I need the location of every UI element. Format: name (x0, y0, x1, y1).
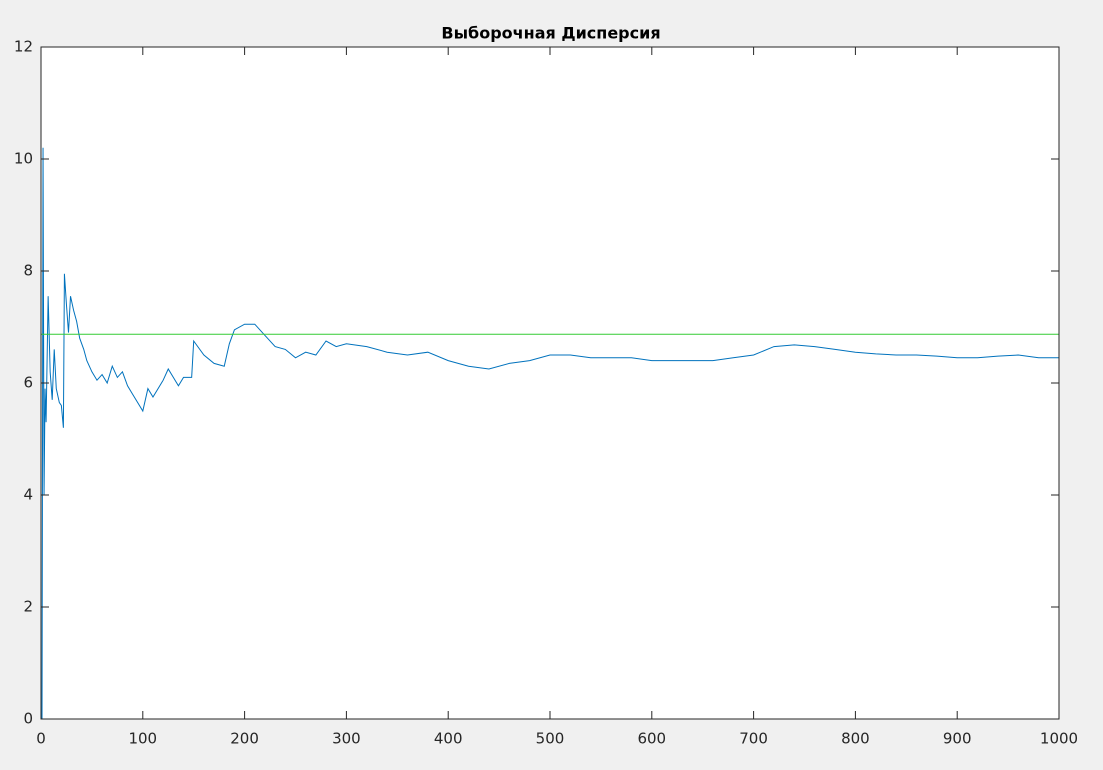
plot-area (41, 47, 1059, 719)
x-tick-label: 600 (637, 730, 666, 748)
x-tick-label: 500 (536, 730, 565, 748)
x-tick-label: 300 (332, 730, 361, 748)
x-tick-label: 200 (230, 730, 259, 748)
y-tick-label: 12 (14, 38, 33, 56)
x-tick-label: 100 (128, 730, 157, 748)
y-tick-label: 0 (23, 710, 33, 728)
x-tick-label: 800 (841, 730, 870, 748)
y-tick-label: 8 (23, 262, 33, 280)
x-tick-label: 900 (943, 730, 972, 748)
y-tick-label: 6 (23, 374, 33, 392)
x-tick-label: 700 (739, 730, 768, 748)
x-tick-label: 1000 (1040, 730, 1078, 748)
chart-title: Выборочная Дисперсия (441, 24, 660, 43)
y-tick-label: 2 (23, 598, 33, 616)
line-series (41, 147, 1059, 720)
y-tick-label: 4 (23, 486, 33, 504)
y-tick-label: 10 (14, 150, 33, 168)
x-tick-label: 0 (36, 730, 46, 748)
x-tick-label: 400 (434, 730, 463, 748)
